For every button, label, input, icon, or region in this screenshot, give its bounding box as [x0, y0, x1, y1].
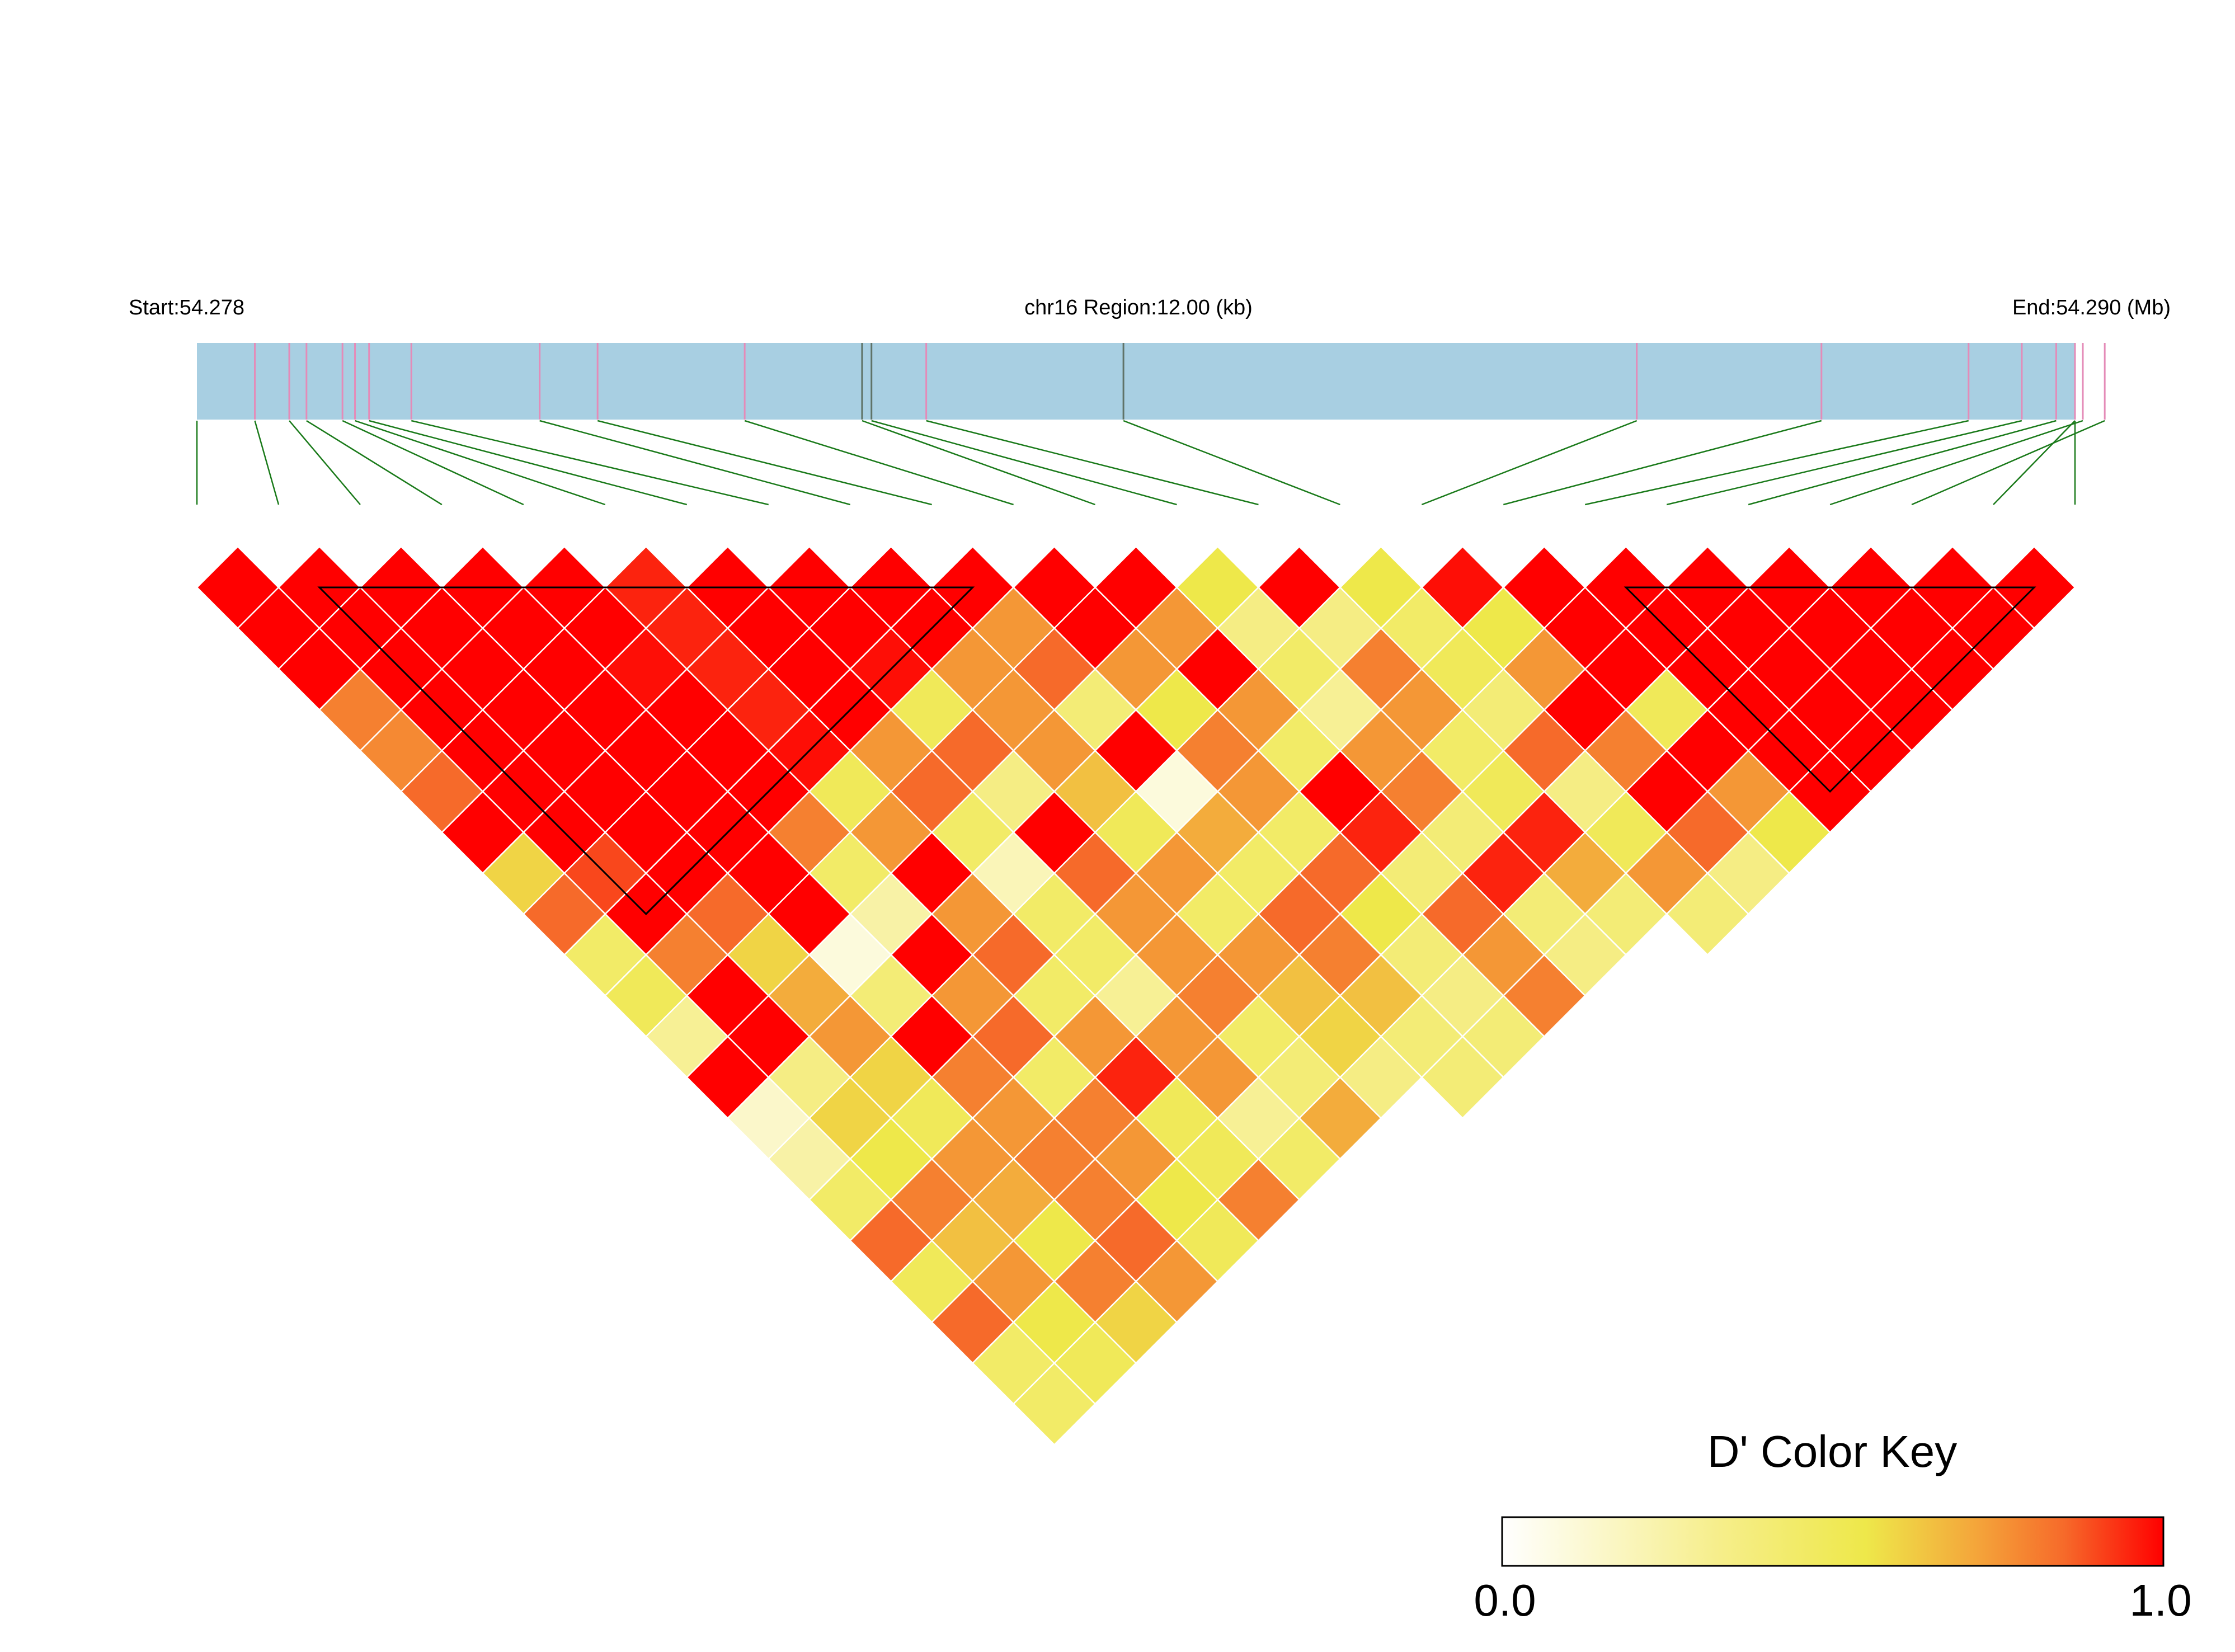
- snp-connector: [1911, 420, 2105, 506]
- snp-connector: [289, 420, 361, 505]
- haplotype-blocks: [317, 586, 2036, 915]
- haplotype-block-outline: [317, 586, 975, 915]
- snp-connector: [1748, 420, 2057, 506]
- ld-cell: [1665, 872, 1749, 956]
- region-bar: [197, 343, 2075, 420]
- snp-connector: [871, 420, 1177, 506]
- snp-connector: [1993, 420, 2076, 505]
- region-size-label: chr16 Region:12.00 (kb): [1024, 296, 1253, 319]
- snp-connector: [254, 420, 280, 505]
- color-key-max-label: 1.0: [2129, 1575, 2191, 1625]
- snp-connector: [369, 420, 688, 506]
- snp-connector: [342, 420, 524, 506]
- snp-connector: [1503, 420, 1822, 506]
- snp-connector: [355, 420, 606, 506]
- color-key-bar: [1501, 1516, 2165, 1567]
- ld-cell: [1420, 1035, 1505, 1119]
- snp-connector: [539, 420, 850, 506]
- snp-connector: [744, 420, 1014, 506]
- region-end-label: End:54.290 (Mb): [2012, 296, 2171, 319]
- snp-ticks: [254, 343, 2106, 420]
- snp-connector: [306, 420, 443, 506]
- haplotype-block-outline: [1624, 586, 2036, 793]
- snp-connector: [597, 420, 932, 506]
- snp-connector: [411, 420, 769, 506]
- snp-connector: [1421, 420, 1638, 506]
- snp-connector: [862, 420, 1095, 506]
- snp-connector: [1666, 420, 2022, 506]
- snp-connector: [1829, 420, 2083, 506]
- snp-connectors: [196, 420, 2105, 506]
- ld-cell: [1012, 1362, 1097, 1446]
- region-start-label: Start:54.278: [129, 296, 244, 319]
- snp-connector: [1123, 420, 1340, 506]
- color-key-title: D' Color Key: [1707, 1427, 1958, 1476]
- color-key-min-label: 0.0: [1474, 1575, 1536, 1625]
- snp-connector: [1584, 420, 1969, 506]
- ld-cells: [196, 545, 2076, 1446]
- snp-connector: [926, 420, 1259, 506]
